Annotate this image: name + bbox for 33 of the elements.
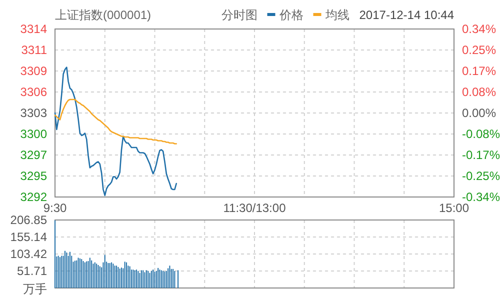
y2-tick-label: -0.34% bbox=[462, 190, 500, 204]
text: 2017-12-14 10:44 bbox=[359, 8, 454, 22]
y-tick-label: 3303 bbox=[20, 106, 48, 120]
legend-label: 均线 bbox=[324, 8, 350, 22]
x-tick-label: 9:30 bbox=[43, 201, 67, 215]
x-tick-label: 15:00 bbox=[438, 201, 470, 215]
legend-title: 分时图 bbox=[221, 8, 258, 22]
y-tick-label: 3295 bbox=[20, 169, 48, 183]
y2-tick-label: 0.17% bbox=[462, 64, 496, 78]
y2-tick-label: -0.08% bbox=[462, 127, 500, 141]
y-tick-label: 3306 bbox=[20, 85, 48, 99]
y2-tick-label: 0.00% bbox=[462, 106, 496, 120]
y-tick-label: 3292 bbox=[20, 190, 48, 204]
legend-label: 价格 bbox=[278, 8, 304, 22]
line-series bbox=[54, 98, 178, 144]
y-tick-label: 206.85 bbox=[10, 213, 48, 227]
y-tick-label: 3311 bbox=[21, 43, 48, 57]
y-tick-label: 3314 bbox=[20, 22, 48, 36]
y-tick-label: 3297 bbox=[20, 148, 48, 162]
y-tick-label: 103.42 bbox=[10, 247, 48, 261]
x-tick-label: 11:30/13:00 bbox=[223, 201, 286, 215]
y2-tick-label: 0.34% bbox=[462, 22, 496, 36]
y-axis-title: 万手 bbox=[23, 282, 47, 296]
y-tick-label: 3300 bbox=[20, 127, 48, 141]
y-tick-label: 51.71 bbox=[16, 264, 48, 278]
y2-tick-label: -0.25% bbox=[462, 169, 500, 183]
chart-title: 上证指数(000001) bbox=[55, 8, 152, 22]
y2-tick-label: 0.08% bbox=[462, 85, 496, 99]
y2-tick-label: -0.17% bbox=[462, 148, 500, 162]
y-tick-label: 3309 bbox=[20, 64, 48, 78]
y2-tick-label: 0.25% bbox=[462, 43, 496, 57]
y-tick-label: 155.14 bbox=[10, 230, 48, 244]
line-series bbox=[54, 66, 178, 196]
